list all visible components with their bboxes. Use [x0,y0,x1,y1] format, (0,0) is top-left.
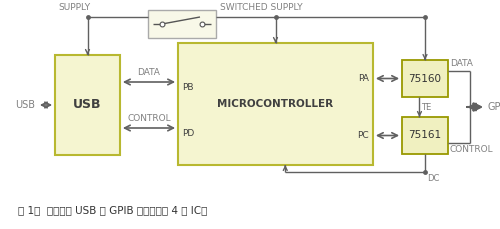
Text: PA: PA [358,74,369,83]
Text: SUPPLY: SUPPLY [58,3,90,12]
Text: TE: TE [422,103,432,112]
Text: CONTROL: CONTROL [450,145,494,154]
Text: PC: PC [358,131,369,140]
Text: 75160: 75160 [408,74,442,84]
Bar [402,117,448,154]
Text: PB: PB [182,83,194,92]
Text: DATA: DATA [450,59,473,68]
Bar [402,60,448,97]
Bar [55,55,120,155]
Text: SWITCHED SUPPLY: SWITCHED SUPPLY [220,3,302,12]
Text: 图 1，  这种基于 USB 的 GPIB 控制器只需 4 块 IC。: 图 1， 这种基于 USB 的 GPIB 控制器只需 4 块 IC。 [18,205,208,215]
Text: DATA: DATA [138,68,160,77]
Text: PD: PD [182,129,194,138]
Text: 75161: 75161 [408,131,442,141]
Text: MICROCONTROLLER: MICROCONTROLLER [218,99,334,109]
Bar [148,10,216,38]
Text: GPIB: GPIB [488,102,500,112]
Text: CONTROL: CONTROL [127,114,171,123]
Bar [178,43,373,165]
Text: USB: USB [73,98,102,112]
Text: DC: DC [427,174,440,183]
Text: USB: USB [15,100,35,110]
